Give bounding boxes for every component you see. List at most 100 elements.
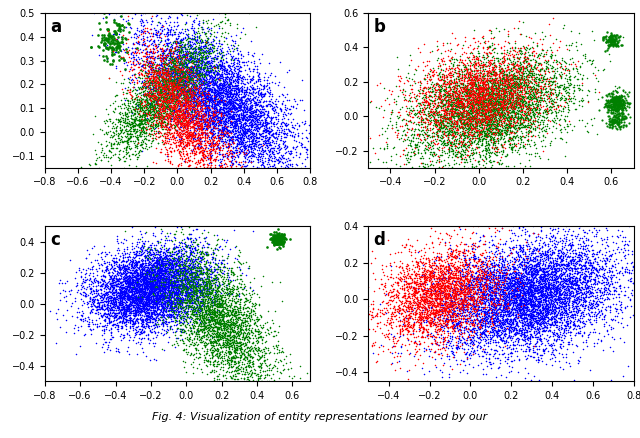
Point <box>488 288 499 295</box>
Point <box>66 286 76 293</box>
Point <box>452 273 463 280</box>
Point <box>591 294 601 301</box>
Point <box>473 254 483 261</box>
Point <box>148 281 159 288</box>
Point <box>486 126 497 133</box>
Point <box>168 95 179 102</box>
Point <box>169 77 179 84</box>
Point <box>449 113 459 120</box>
Point <box>180 120 190 127</box>
Point <box>477 108 488 115</box>
Point <box>584 312 594 319</box>
Point <box>488 99 499 106</box>
Point <box>188 123 198 130</box>
Point <box>443 318 453 325</box>
Point <box>331 324 341 331</box>
Point <box>463 134 474 141</box>
Point <box>488 276 499 283</box>
Point <box>241 366 251 373</box>
Point <box>264 155 275 162</box>
Point <box>144 301 154 308</box>
Point <box>446 255 456 262</box>
Point <box>517 75 527 82</box>
Point <box>532 300 542 307</box>
Point <box>175 120 185 127</box>
Point <box>495 291 506 298</box>
Point <box>557 304 568 311</box>
Point <box>482 106 492 113</box>
Point <box>228 110 239 117</box>
Point <box>224 288 234 295</box>
Point <box>111 282 121 289</box>
Point <box>177 60 188 67</box>
Point <box>517 293 527 300</box>
Point <box>184 162 195 169</box>
Point <box>182 127 192 134</box>
Point <box>294 139 304 146</box>
Point <box>164 70 175 77</box>
Point <box>490 72 500 79</box>
Point <box>147 297 157 304</box>
Point <box>168 79 179 86</box>
Point <box>145 109 155 116</box>
Point <box>156 274 166 281</box>
Point <box>445 121 456 128</box>
Point <box>268 332 278 339</box>
Point <box>409 94 419 101</box>
Point <box>151 71 161 78</box>
Point <box>211 251 221 258</box>
Point <box>451 253 461 260</box>
Point <box>228 333 239 340</box>
Point <box>175 132 186 139</box>
Point <box>232 100 242 107</box>
Point <box>621 122 631 129</box>
Point <box>598 271 608 278</box>
Point <box>443 315 453 322</box>
Point <box>139 279 149 286</box>
Point <box>195 156 205 163</box>
Point <box>85 285 95 292</box>
Point <box>420 149 430 156</box>
Point <box>551 311 561 318</box>
Point <box>244 113 254 120</box>
Point <box>497 336 508 343</box>
Point <box>248 347 258 354</box>
Point <box>464 88 474 95</box>
Point <box>516 106 527 113</box>
Point <box>132 317 143 324</box>
Point <box>518 306 528 313</box>
Point <box>477 366 488 373</box>
Point <box>458 126 468 133</box>
Point <box>253 94 263 101</box>
Point <box>210 297 220 304</box>
Point <box>605 255 615 262</box>
Point <box>540 70 550 77</box>
Point <box>459 64 469 71</box>
Point <box>591 279 602 286</box>
Point <box>272 240 282 247</box>
Point <box>482 71 492 78</box>
Point <box>192 95 202 102</box>
Point <box>161 230 172 237</box>
Point <box>134 296 145 303</box>
Point <box>510 92 520 99</box>
Point <box>191 118 202 125</box>
Point <box>469 97 479 104</box>
Point <box>164 104 175 111</box>
Point <box>114 348 124 355</box>
Point <box>416 102 426 109</box>
Point <box>197 249 207 256</box>
Point <box>489 113 499 120</box>
Point <box>218 98 228 105</box>
Point <box>412 276 422 283</box>
Point <box>141 264 152 271</box>
Point <box>487 148 497 155</box>
Point <box>445 89 456 96</box>
Point <box>513 58 524 65</box>
Point <box>130 113 140 120</box>
Point <box>204 49 214 57</box>
Point <box>170 280 180 287</box>
Point <box>552 102 563 109</box>
Point <box>233 117 243 124</box>
Point <box>472 139 482 146</box>
